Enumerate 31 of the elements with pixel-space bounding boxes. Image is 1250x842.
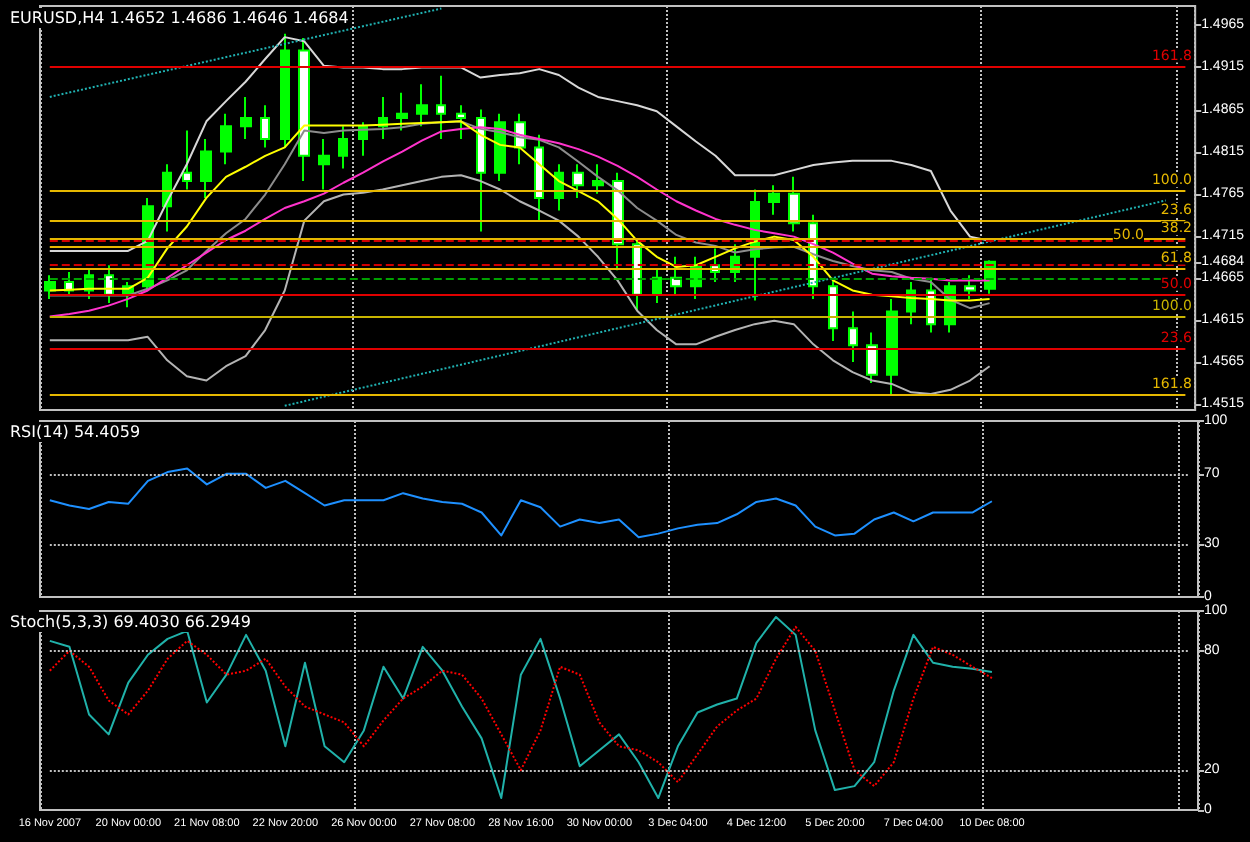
chart-title: EURUSD,H4 1.4652 1.4686 1.4646 1.4684 <box>10 9 349 27</box>
candlestick <box>318 137 330 191</box>
candlestick <box>592 163 604 195</box>
candlestick <box>436 74 446 140</box>
candlestick <box>456 104 466 140</box>
candlestick <box>220 112 232 166</box>
chart-title: Stoch(5,3,3) 69.4030 66.2949 <box>10 613 251 631</box>
candlestick <box>416 83 428 128</box>
candlestick <box>396 91 408 132</box>
candlestick <box>182 129 192 191</box>
candlestick <box>768 184 780 216</box>
candlestick <box>886 297 898 396</box>
line-series <box>48 36 991 252</box>
candlestick <box>260 104 270 149</box>
candlestick <box>866 331 878 385</box>
candlestick <box>788 175 800 233</box>
candlestick <box>298 36 310 183</box>
candlestick <box>200 137 212 199</box>
chart-title: RSI(14) 54.4059 <box>10 423 141 441</box>
candlestick <box>280 32 290 149</box>
candlestick <box>670 255 682 296</box>
candlestick <box>338 125 348 170</box>
candlestick <box>476 108 486 233</box>
candlestick <box>44 274 56 300</box>
candlestick <box>572 163 584 199</box>
candlestick <box>964 274 976 300</box>
candlestick <box>848 310 858 364</box>
candlestick <box>534 133 544 222</box>
line-series <box>48 467 993 539</box>
candlestick <box>240 95 252 140</box>
candlestick <box>828 276 838 342</box>
